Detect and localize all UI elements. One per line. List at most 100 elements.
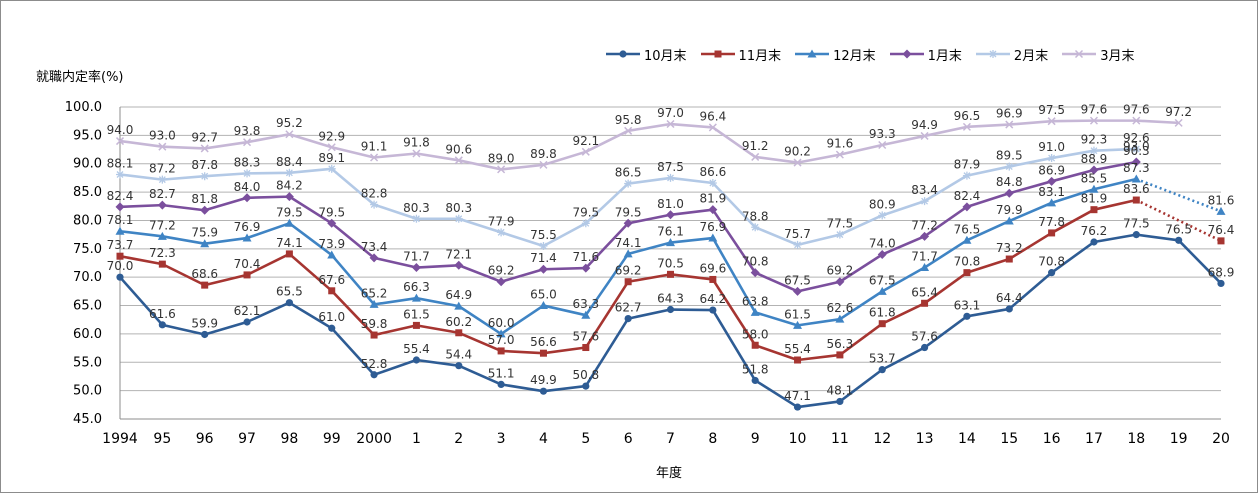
data-point	[708, 205, 718, 215]
data-point	[115, 226, 125, 235]
legend-item: 10月末	[606, 45, 687, 64]
x-tick-label: 6	[624, 431, 633, 447]
data-point	[327, 218, 337, 228]
data-label: 97.5	[1038, 103, 1065, 117]
data-label: 86.5	[615, 166, 642, 180]
data-point	[497, 165, 506, 174]
data-label: 77.9	[488, 214, 515, 228]
data-label: 70.8	[742, 255, 769, 269]
y-tick-label: 60.0	[73, 327, 102, 342]
data-label: 81.9	[1081, 192, 1108, 206]
data-label: 82.4	[954, 189, 981, 203]
data-point	[878, 366, 886, 374]
data-point	[412, 321, 420, 329]
y-tick-label: 85.0	[73, 185, 102, 200]
x-tick-label: 5	[581, 431, 590, 447]
data-point	[454, 214, 463, 223]
data-point	[115, 137, 125, 146]
data-point	[412, 214, 421, 223]
data-point	[116, 170, 124, 179]
data-label: 88.3	[234, 155, 261, 169]
data-label: 57.6	[911, 330, 938, 344]
data-label: 58.0	[742, 327, 769, 341]
data-point	[1004, 188, 1014, 198]
data-label-layer: 70.0 61.6 59.9 62.1 65.5 61.0 52.8 55.4 54.4 51.1…	[107, 103, 1235, 403]
data-point	[538, 264, 548, 274]
data-point	[624, 278, 632, 286]
data-point	[835, 277, 845, 287]
data-label: 81.8	[191, 192, 218, 206]
data-label: 91.2	[742, 139, 769, 153]
data-point	[666, 210, 675, 220]
data-label: 76.5	[954, 222, 981, 236]
data-point	[412, 149, 421, 158]
data-point	[200, 205, 210, 215]
data-label: 89.1	[318, 151, 345, 165]
data-point	[370, 371, 378, 379]
data-point	[667, 270, 674, 278]
data-point	[1131, 157, 1141, 167]
data-point	[666, 173, 675, 182]
x-tick-label: 96	[196, 431, 214, 447]
series-layer	[115, 116, 1226, 411]
data-point	[1004, 216, 1014, 225]
data-point	[455, 329, 463, 337]
data-point	[581, 263, 591, 273]
x-tick-label: 98	[280, 431, 298, 447]
data-point	[751, 152, 760, 161]
data-point	[412, 356, 421, 364]
data-label: 70.4	[234, 257, 261, 271]
data-point	[878, 211, 887, 220]
y-axis-title: 就職内定率(%)	[36, 70, 124, 85]
data-point	[242, 233, 252, 242]
data-point	[1175, 236, 1183, 244]
data-label: 76.2	[1081, 224, 1108, 238]
x-tick-label: 2000	[356, 431, 392, 447]
data-label: 82.7	[149, 187, 176, 201]
x-tick-label: 20	[1212, 431, 1230, 447]
data-label: 85.5	[1081, 171, 1108, 185]
data-label: 76.1	[657, 225, 684, 239]
data-point	[1075, 49, 1084, 59]
data-point	[1089, 184, 1099, 193]
data-label: 71.4	[530, 251, 557, 265]
data-point	[243, 169, 252, 178]
data-label: 81.6	[1208, 193, 1235, 207]
data-point	[243, 318, 251, 326]
data-label: 94.0	[107, 123, 134, 137]
data-point	[158, 175, 167, 184]
data-label: 77.5	[1123, 217, 1150, 231]
data-point	[709, 275, 717, 283]
data-point	[1216, 206, 1226, 215]
data-point	[327, 143, 336, 152]
data-label: 63.1	[954, 298, 981, 312]
series-line	[119, 233, 1222, 409]
data-point	[1090, 206, 1098, 214]
x-tick-label: 13	[916, 431, 934, 447]
legend-label: 10月末	[644, 48, 687, 64]
data-label: 70.8	[954, 255, 981, 269]
data-point	[624, 314, 632, 323]
x-tick-label: 4	[539, 431, 548, 447]
data-label: 74.1	[276, 236, 303, 250]
x-tick-label: 3	[497, 431, 506, 447]
legend-item: 2月末	[975, 45, 1048, 64]
x-tick-label: 97	[238, 431, 256, 447]
data-label: 52.8	[361, 357, 388, 371]
data-point	[157, 200, 167, 210]
y-tick-label: 100.0	[65, 100, 102, 115]
data-point	[1047, 198, 1057, 207]
data-point	[751, 223, 760, 232]
data-point	[581, 147, 590, 156]
data-point	[793, 240, 802, 249]
data-label: 89.5	[996, 149, 1023, 163]
legend-item: 1月末	[889, 45, 962, 64]
data-label: 90.2	[784, 145, 811, 159]
series-6	[115, 116, 1183, 174]
data-label: 62.7	[615, 301, 642, 315]
data-point	[285, 250, 293, 258]
data-label: 81.0	[657, 197, 684, 211]
data-label: 96.5	[954, 109, 981, 123]
data-label: 49.9	[530, 373, 557, 387]
data-label: 95.8	[615, 113, 642, 127]
